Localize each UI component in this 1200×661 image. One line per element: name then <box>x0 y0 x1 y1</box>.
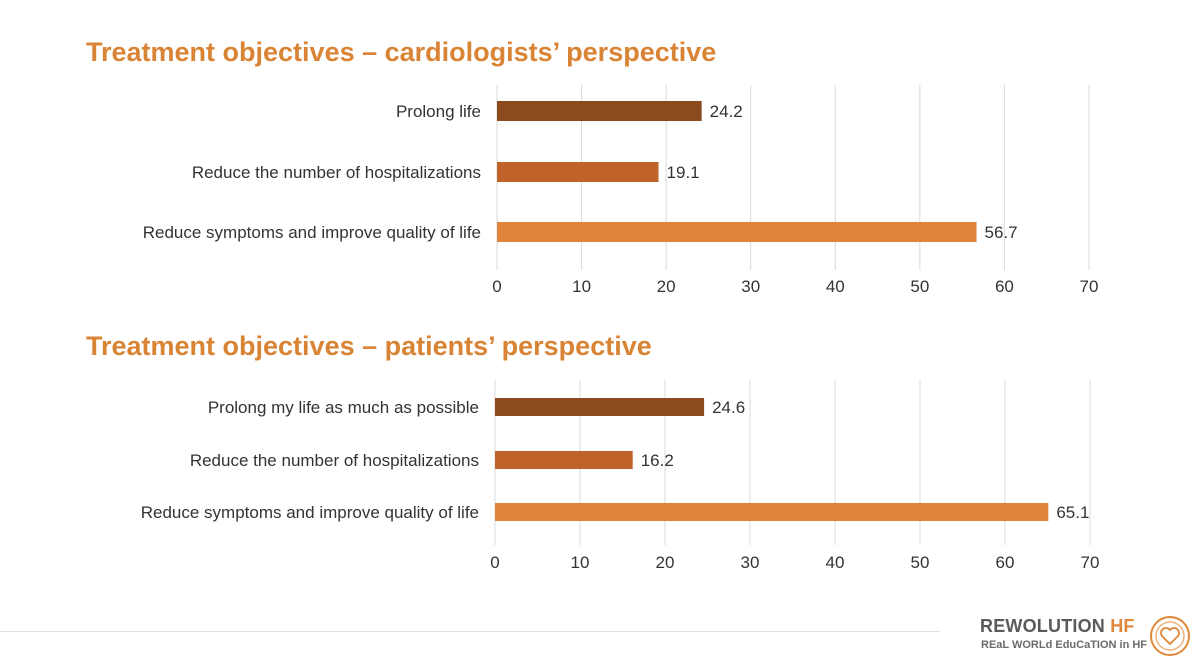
logo-name-main: REWOLUTION <box>980 616 1105 636</box>
x-tick-label: 60 <box>995 277 1014 296</box>
bar <box>495 503 1049 521</box>
x-tick-label: 70 <box>1080 277 1099 296</box>
bar <box>497 162 659 182</box>
chart-patients: 0 10 20 30 40 50 60 70 Prolong my life as much a… <box>141 380 1100 572</box>
x-tick-label: 40 <box>826 553 845 572</box>
category-label: Reduce symptoms and improve quality of l… <box>143 223 481 242</box>
chart-cardiologists: 0 10 20 30 40 50 60 70 Prolong life 24.2 Reduce th… <box>143 85 1099 296</box>
category-label: Prolong my life as much as possible <box>208 398 479 417</box>
logo-wordmark: REWOLUTION HF <box>980 616 1135 637</box>
x-tick-label: 10 <box>572 277 591 296</box>
x-tick-label: 40 <box>826 277 845 296</box>
x-tick-label: 10 <box>571 553 590 572</box>
chart-title-patients: Treatment objectives – patients’ perspec… <box>86 331 652 361</box>
category-label: Reduce symptoms and improve quality of l… <box>141 503 479 522</box>
x-tick-label: 70 <box>1081 553 1100 572</box>
logo-tagline: REaL WORLd EduCaTION in HF <box>981 639 1148 651</box>
value-label: 65.1 <box>1056 503 1089 522</box>
footer-divider <box>0 631 940 632</box>
x-tick-label: 50 <box>911 553 930 572</box>
chart-title-cardiologists: Treatment objectives – cardiologists’ pe… <box>86 37 717 67</box>
x-tick-label: 50 <box>910 277 929 296</box>
x-tick-label: 0 <box>492 277 501 296</box>
bar <box>497 222 977 242</box>
x-tick-label: 20 <box>657 277 676 296</box>
bar <box>495 398 705 416</box>
x-tick-label: 0 <box>490 553 499 572</box>
x-tick-label: 60 <box>996 553 1015 572</box>
rewolution-hf-logo: REWOLUTION HF REaL WORLd EduCaTION in HF <box>978 612 1193 658</box>
category-label: Reduce the number of hospitalizations <box>192 163 481 182</box>
heart-circle-icon <box>1150 616 1190 656</box>
category-label: Prolong life <box>396 102 481 121</box>
value-label: 19.1 <box>667 163 700 182</box>
x-tick-label: 30 <box>741 277 760 296</box>
bar <box>497 101 702 121</box>
value-label: 24.2 <box>710 102 743 121</box>
x-tick-label: 20 <box>656 553 675 572</box>
value-label: 16.2 <box>641 451 674 470</box>
x-tick-label: 30 <box>741 553 760 572</box>
logo-name-accent: HF <box>1110 616 1135 636</box>
category-label: Reduce the number of hospitalizations <box>190 451 479 470</box>
value-label: 56.7 <box>985 223 1018 242</box>
bar <box>495 451 633 469</box>
value-label: 24.6 <box>712 398 745 417</box>
